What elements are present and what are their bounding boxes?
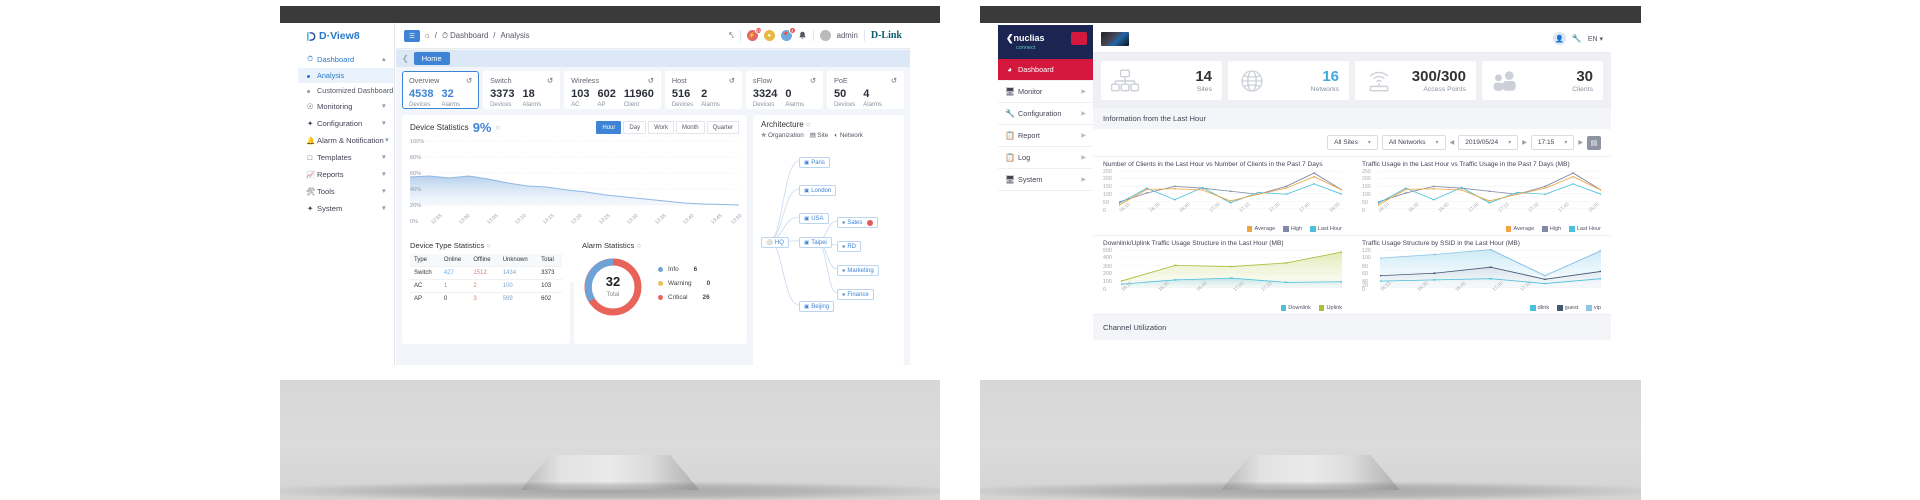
svg-text:32: 32 xyxy=(606,274,620,289)
svg-text:Total: Total xyxy=(607,292,620,298)
